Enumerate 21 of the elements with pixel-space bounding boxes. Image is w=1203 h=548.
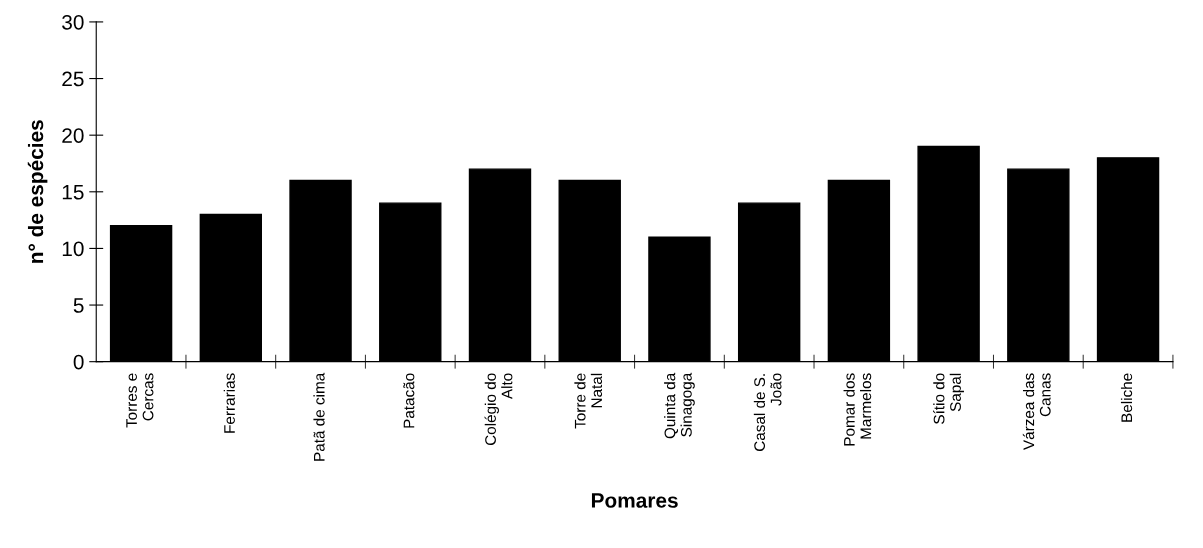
- y-tick-label: 15: [62, 185, 84, 200]
- x-tick-label: Sítio do Sapal: [933, 373, 964, 424]
- x-tick-label: Pomar dos Marmelos: [843, 373, 872, 446]
- x-tick-label: Várzea das Canas: [1022, 373, 1051, 450]
- y-tick-label: 20: [62, 128, 84, 143]
- x-tick-label: Beliche: [1120, 373, 1133, 422]
- y-tick-label: 5: [73, 298, 84, 313]
- x-tick-label: Ferrarias: [223, 373, 235, 433]
- y-tick-label: 10: [62, 241, 84, 257]
- x-tick-label: Quinta da Sinagoga: [664, 372, 695, 439]
- y-axis-title: n° de espécies: [27, 120, 48, 263]
- x-tick-label: Torres e Cercas: [126, 373, 154, 428]
- x-tick-label: Colégio do Alto: [484, 373, 513, 446]
- y-tick-label: 30: [62, 14, 84, 30]
- y-tick-label: 25: [62, 71, 84, 87]
- y-tick-label: 0: [73, 354, 84, 370]
- x-tick-label: Patã de cima: [313, 372, 325, 461]
- x-axis-title: Pomares: [591, 493, 678, 508]
- x-tick-label: Patacão: [403, 373, 415, 428]
- x-tick-label: Torre de Natal: [574, 373, 603, 429]
- x-tick-label: Casal de S. João: [753, 373, 782, 451]
